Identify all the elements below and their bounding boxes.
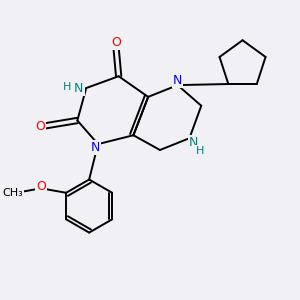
Text: N: N (90, 140, 100, 154)
Text: H: H (63, 82, 71, 92)
Text: O: O (35, 120, 45, 133)
Text: O: O (36, 180, 46, 194)
Text: O: O (111, 36, 121, 49)
Text: N: N (74, 82, 83, 94)
Text: N: N (173, 74, 182, 87)
Text: N: N (189, 136, 199, 149)
Text: H: H (196, 146, 204, 156)
Text: CH₃: CH₃ (3, 188, 23, 198)
